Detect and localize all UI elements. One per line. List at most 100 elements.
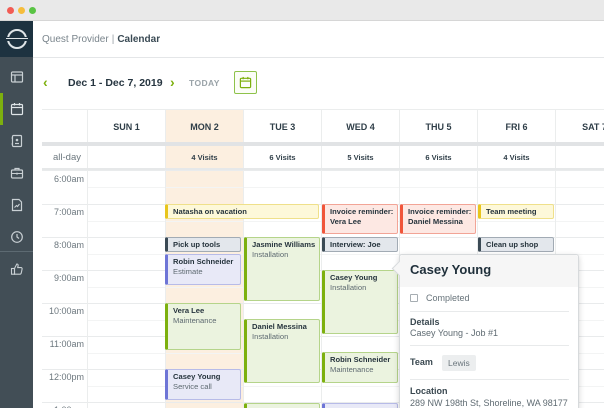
calendar-event[interactable] xyxy=(244,403,320,408)
calendar-event[interactable]: Daniel Messina Installation xyxy=(244,319,320,383)
time-label: 10:00am xyxy=(48,306,84,316)
calendar-event[interactable]: Casey Young Installation xyxy=(322,270,398,334)
event-title: Casey Young xyxy=(330,273,378,282)
day-header-tue[interactable]: TUE 3 xyxy=(243,110,321,143)
date-picker-button[interactable] xyxy=(234,71,257,94)
chart-file-icon xyxy=(11,198,22,212)
calendar-event[interactable]: Natasha on vacation xyxy=(165,204,319,219)
event-title: Natasha on vacation xyxy=(173,207,247,216)
details-value[interactable]: Casey Young - Job #1 xyxy=(410,328,499,338)
calendar-grid: SUN 1 MON 2 TUE 3 WED 4 THU 5 FRI 6 SAT … xyxy=(42,109,604,408)
all-day-cell-fri[interactable]: 4 Visits xyxy=(477,146,555,168)
day-header-mon[interactable]: MON 2 xyxy=(165,110,243,143)
event-title: Jasmine Williams xyxy=(252,240,316,249)
day-header-wed[interactable]: WED 4 xyxy=(321,110,399,143)
calendar-event[interactable]: Vera Lee Maintenance xyxy=(165,303,241,350)
time-label: 7:00am xyxy=(53,207,84,217)
column-divider xyxy=(321,170,322,408)
all-day-cell-mon[interactable]: 4 Visits xyxy=(165,146,243,168)
title-bar xyxy=(0,0,604,21)
sidebar-item-work[interactable] xyxy=(0,157,33,189)
calendar-event[interactable]: Pick up tools xyxy=(165,237,241,252)
team-chip: Lewis xyxy=(442,355,476,371)
all-day-cell-sun[interactable] xyxy=(87,146,165,168)
event-subtitle: Installation xyxy=(330,283,367,292)
location-label: Location xyxy=(410,386,448,396)
event-title: Interview: Joe xyxy=(330,240,381,249)
minimize-window-button[interactable] xyxy=(18,7,25,14)
event-title: Casey Young xyxy=(173,372,221,381)
calendar-event[interactable]: Invoice reminder: Vera Lee xyxy=(322,204,398,234)
event-title: Daniel Messina xyxy=(252,322,307,331)
calendar-event[interactable]: Invoice reminder: Daniel Messina xyxy=(400,204,476,234)
event-title: Pick up tools xyxy=(173,240,221,249)
event-details-popover: Casey Young Completed Details Casey Youn… xyxy=(399,254,579,408)
all-day-row: all-day 4 Visits 6 Visits 5 Visits 6 Vis… xyxy=(42,146,604,170)
event-subtitle: Daniel Messina xyxy=(408,217,463,226)
day-header-thu[interactable]: THU 5 xyxy=(399,110,477,143)
team-label: Team xyxy=(410,357,433,367)
calendar-event[interactable]: Robin Schneider Estimate xyxy=(165,254,241,285)
all-day-cell-wed[interactable]: 5 Visits xyxy=(321,146,399,168)
calendar-event[interactable]: Robin Schneider Maintenance xyxy=(322,352,398,383)
calendar-event[interactable]: Jasmine Williams Installation xyxy=(244,237,320,301)
all-day-cell-thu[interactable]: 6 Visits xyxy=(399,146,477,168)
briefcase-icon xyxy=(10,167,23,179)
next-week-button[interactable]: › xyxy=(170,74,175,90)
sidebar xyxy=(0,21,33,408)
half-hour-line xyxy=(87,187,604,188)
all-day-cell-tue[interactable]: 6 Visits xyxy=(243,146,321,168)
close-window-button[interactable] xyxy=(7,7,14,14)
jobber-logo-icon xyxy=(4,29,29,49)
sidebar-item-feedback[interactable] xyxy=(0,253,33,285)
event-title: Invoice reminder: xyxy=(330,207,394,216)
all-day-cell-sat[interactable] xyxy=(555,146,604,168)
breadcrumb-company[interactable]: Quest Provider xyxy=(42,34,109,45)
time-label: 11:00am xyxy=(49,339,84,349)
date-navigation: ‹ Dec 1 - Dec 7, 2019 › TODAY xyxy=(33,58,604,108)
time-label: 9:00am xyxy=(53,273,84,283)
details-label: Details xyxy=(410,317,440,327)
event-title: Robin Schneider xyxy=(173,257,234,266)
page-header: Quest Provider | Calendar xyxy=(33,21,604,58)
event-title: Vera Lee xyxy=(173,306,205,315)
event-subtitle: Vera Lee xyxy=(330,217,362,226)
completed-checkbox-row[interactable]: Completed xyxy=(410,293,470,303)
event-subtitle: Estimate xyxy=(173,267,203,276)
calendar-event[interactable] xyxy=(322,403,398,408)
sidebar-item-dashboard[interactable] xyxy=(0,61,33,93)
breadcrumb-current-page: Calendar xyxy=(117,34,161,45)
completed-label: Completed xyxy=(426,293,470,303)
column-divider xyxy=(87,170,88,408)
time-label: 6:00am xyxy=(53,174,84,184)
completed-checkbox[interactable] xyxy=(410,294,418,302)
calendar-event[interactable]: Casey Young Service call xyxy=(165,369,241,400)
day-header-sat[interactable]: SAT 7 xyxy=(555,110,604,143)
sidebar-item-reports[interactable] xyxy=(0,189,33,221)
calendar-event[interactable]: Interview: Joe xyxy=(322,237,398,252)
calendar-event[interactable]: Clean up shop xyxy=(478,237,554,252)
sidebar-divider xyxy=(0,251,33,252)
today-button[interactable]: TODAY xyxy=(189,78,220,88)
calendar-event[interactable]: Team meeting xyxy=(478,204,554,219)
sidebar-item-clients[interactable] xyxy=(0,125,33,157)
hour-line xyxy=(42,402,604,403)
event-title: Clean up shop xyxy=(486,240,539,249)
location-value[interactable]: 289 NW 198th St, Shoreline, WA 98177 xyxy=(410,398,568,408)
sidebar-item-calendar[interactable] xyxy=(0,93,33,125)
time-label: 8:00am xyxy=(53,240,84,250)
popover-divider xyxy=(410,311,569,312)
maximize-window-button[interactable] xyxy=(29,7,36,14)
day-header-fri[interactable]: FRI 6 xyxy=(477,110,555,143)
event-title: Invoice reminder: xyxy=(408,207,472,216)
time-label: 1:00pm xyxy=(42,405,84,408)
logo-button[interactable] xyxy=(0,21,33,57)
sidebar-item-timesheets[interactable] xyxy=(0,221,33,253)
event-subtitle: Maintenance xyxy=(173,316,217,325)
popover-divider xyxy=(410,379,569,380)
time-grid[interactable]: 6:00am 7:00am 8:00am 9:00am 10:00am 11:0… xyxy=(42,170,604,408)
hour-line xyxy=(42,170,604,171)
previous-week-button[interactable]: ‹ xyxy=(43,74,48,90)
hour-line xyxy=(42,336,604,337)
day-header-sun[interactable]: SUN 1 xyxy=(87,110,165,143)
